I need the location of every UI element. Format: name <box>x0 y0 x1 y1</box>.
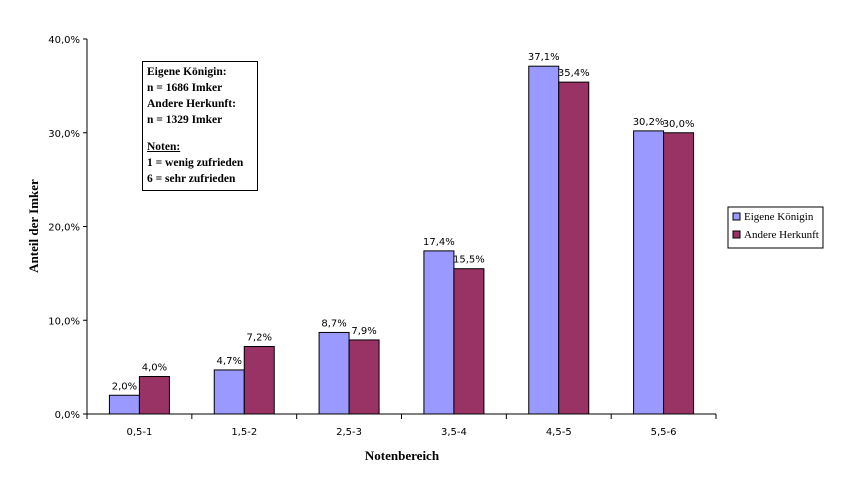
legend: Eigene Königin Andere Herkunft <box>727 206 824 249</box>
x-tick-label: 1,5-2 <box>231 427 257 438</box>
x-tick-label: 4,5-5 <box>546 427 572 438</box>
x-tick-label: 3,5-4 <box>441 427 467 438</box>
data-label: 37,1% <box>528 52 560 63</box>
bar <box>108 394 140 415</box>
legend-frame <box>727 206 824 249</box>
bars <box>108 65 695 415</box>
data-label: 4,7% <box>217 356 242 367</box>
x-tick-label: 0,5-1 <box>126 427 152 438</box>
annotation-line-other-origin: Andere Herkunft: <box>147 98 236 110</box>
bar <box>243 346 275 415</box>
x-axis-title: Notenbereich <box>365 448 440 463</box>
legend-swatch <box>732 230 741 239</box>
annotation-line-other-count: n = 1329 Imker <box>147 114 223 126</box>
data-labels: 2,0% 4,0% 4,7% 7,2% 8,7% 7,9% 17,4% 15,5% 37,1% 3… <box>112 52 695 392</box>
y-tick-label: 0,0% <box>55 410 80 421</box>
bar <box>558 81 590 415</box>
legend-swatch <box>732 212 741 221</box>
data-label: 4,0% <box>142 363 167 374</box>
data-label: 35,4% <box>558 68 590 79</box>
annotation-line-own-queen: Eigene Königin: <box>147 66 227 78</box>
annotation-box: Eigene Königin: n = 1686 Imker Andere He… <box>142 61 258 191</box>
data-label: 17,4% <box>423 237 455 248</box>
data-label: 15,5% <box>453 255 485 266</box>
x-tick-label: 5,5-6 <box>651 427 677 438</box>
bar <box>423 250 455 415</box>
data-label: 30,2% <box>633 117 665 128</box>
y-axis: 0,0% 10,0% 20,0% 30,0% 40,0% <box>48 35 88 421</box>
bar <box>633 130 665 415</box>
bar <box>663 132 695 415</box>
data-label: 7,2% <box>247 333 272 344</box>
annotation-grade-high: 6 = sehr zufrieden <box>147 173 236 185</box>
data-label: 30,0% <box>663 119 695 130</box>
legend-label: Andere Herkunft <box>744 229 819 241</box>
y-tick-label: 20,0% <box>48 223 80 234</box>
bar <box>348 339 380 415</box>
data-label: 7,9% <box>351 326 376 337</box>
bar <box>528 65 560 415</box>
x-tick-label: 2,5-3 <box>336 427 362 438</box>
y-axis-title: Anteil der Imker <box>26 179 41 273</box>
legend-label: Eigene Königin <box>744 211 814 223</box>
bar <box>453 268 485 415</box>
data-label: 2,0% <box>112 381 137 392</box>
x-axis: 0,5-1 1,5-2 2,5-3 3,5-4 4,5-5 5,5-6 <box>86 413 717 438</box>
y-tick-label: 30,0% <box>48 129 80 140</box>
y-tick-label: 10,0% <box>48 316 80 327</box>
annotation-grades-heading: Noten: <box>147 141 181 153</box>
annotation-line-own-count: n = 1686 Imker <box>147 82 223 94</box>
y-tick-label: 40,0% <box>48 35 80 46</box>
annotation-grade-low: 1 = wenig zufrieden <box>147 157 244 169</box>
bar <box>213 369 245 415</box>
bar <box>318 331 350 415</box>
bar <box>138 376 170 415</box>
data-label: 8,7% <box>321 318 346 329</box>
